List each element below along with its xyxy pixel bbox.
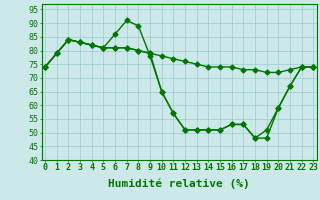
X-axis label: Humidité relative (%): Humidité relative (%) bbox=[108, 178, 250, 189]
